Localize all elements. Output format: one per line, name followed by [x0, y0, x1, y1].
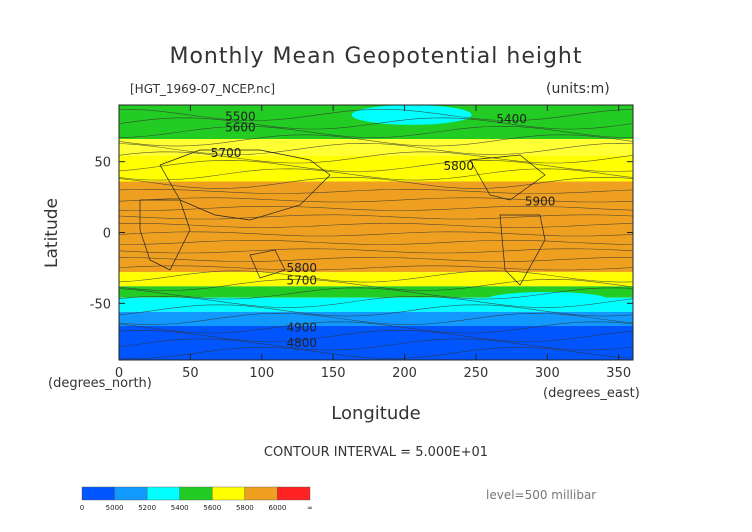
contour-line-2	[119, 329, 633, 342]
contour-label-0: 5500	[225, 109, 256, 123]
contour-line-16	[119, 214, 633, 220]
colorbar-segment-5	[244, 486, 278, 501]
chart-title: Monthly Mean Geopotential height	[169, 44, 583, 69]
feature-0	[187, 105, 308, 122]
contour-line-11	[119, 256, 633, 262]
contour-label-9: 4800	[286, 336, 317, 350]
x-tick-label-1: 50	[182, 366, 199, 381]
contour-line-18	[119, 197, 633, 203]
band-5	[119, 286, 633, 298]
contour-line-25	[119, 134, 633, 147]
contour-line-6	[119, 295, 633, 308]
colorbar-segment-3	[179, 486, 213, 501]
contour-label-1: 5600	[225, 121, 256, 135]
contour-line-7	[119, 287, 633, 300]
contour-label-2: 5400	[496, 112, 527, 126]
colorbar-label-2: 5200	[138, 504, 156, 512]
contour-line-27	[119, 117, 633, 130]
colorbar-label-1: 5000	[106, 504, 124, 512]
continent-outline-4	[499, 214, 546, 286]
colorbar-label-3: 5400	[171, 504, 189, 512]
contour-line-5	[119, 304, 633, 317]
contour-line-19	[119, 188, 633, 194]
colorbar-label-4: 5600	[203, 504, 221, 512]
colorbar-label-5: 5800	[236, 504, 254, 512]
colorbar-label-6: 6000	[269, 504, 287, 512]
contour-line-10	[119, 265, 633, 271]
colorbar-segment-4	[212, 486, 246, 501]
level-label: level=500 millibar	[486, 488, 597, 502]
y-unit-label: (degrees_north)	[48, 376, 152, 391]
continent-outline-1	[139, 199, 191, 271]
contour-line-12	[119, 248, 633, 254]
plot-area	[119, 105, 633, 360]
contour-label-3: 5700	[211, 146, 242, 160]
contour-label-6: 5800	[286, 261, 317, 275]
contour-label-8: 4900	[286, 320, 317, 334]
continent-outline-2	[249, 249, 286, 279]
colorbar-segment-1	[114, 486, 148, 501]
contour-line-8	[119, 278, 633, 291]
contour-interval: CONTOUR INTERVAL = 5.000E+01	[263, 445, 489, 460]
contour-line-14	[119, 231, 633, 237]
feature-2	[487, 292, 608, 307]
colorbar-label-7: ∞	[307, 504, 313, 512]
x-tick-label-6: 300	[535, 366, 560, 381]
y-tick-label-1: 0	[103, 227, 111, 242]
units-label: (units:m)	[546, 81, 610, 97]
x-tick-label-5: 250	[464, 366, 489, 381]
band-1	[119, 139, 633, 156]
x-tick-label-2: 100	[249, 366, 274, 381]
y-tick-label-0: -50	[90, 297, 111, 312]
contour-line-28	[119, 108, 633, 121]
x-tick-label-0: 0	[115, 366, 123, 381]
continent-outline-3	[469, 154, 546, 201]
x-tick-label-4: 200	[392, 366, 417, 381]
contour-line-4	[119, 312, 633, 325]
x-unit-label: (degrees_east)	[543, 386, 640, 401]
feature-1	[351, 105, 472, 125]
continent-outline-0	[159, 149, 331, 221]
contour-label-7: 5700	[286, 274, 317, 288]
contour-line-22	[119, 159, 633, 172]
contour-label-4: 5800	[444, 159, 475, 173]
colorbar-label-0: 0	[80, 504, 84, 512]
contour-line-23	[119, 151, 633, 164]
contour-label-5: 5900	[525, 194, 556, 208]
contour-line-9	[119, 270, 633, 283]
contour-line-24	[119, 142, 633, 155]
contour-line-15	[119, 222, 633, 228]
colorbar-segment-6	[277, 486, 311, 501]
contour-line-1	[119, 338, 633, 351]
y-tick-label-2: 50	[94, 156, 111, 171]
colorbar-segment-0	[81, 486, 115, 501]
file-label: [HGT_1969-07_NCEP.nc]	[130, 82, 276, 96]
x-axis-label: Longitude	[331, 403, 421, 424]
band-7	[119, 311, 633, 326]
x-tick-label-7: 350	[606, 366, 631, 381]
contour-line-13	[119, 240, 633, 245]
contour-line-20	[119, 176, 633, 189]
colorbar-segment-2	[146, 486, 180, 501]
contour-line-26	[119, 125, 633, 138]
contour-line-21	[119, 168, 633, 181]
contour-line-0	[119, 346, 633, 359]
contour-line-17	[119, 206, 633, 211]
contour-line-3	[119, 321, 633, 334]
x-tick-label-3: 150	[321, 366, 346, 381]
